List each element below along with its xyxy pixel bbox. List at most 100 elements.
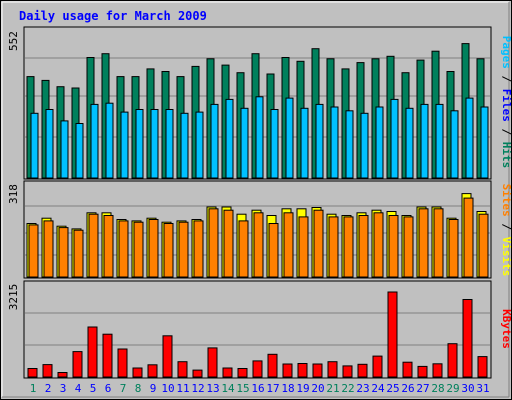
bar-kbytes (87, 326, 98, 378)
bar-pages (420, 103, 429, 179)
bar-sites (103, 215, 114, 278)
bar-sites (328, 216, 339, 278)
bar-pages (60, 120, 69, 179)
bar-kbytes (372, 355, 383, 378)
bar-pages (30, 112, 39, 179)
x-tick-label: 9 (150, 382, 157, 395)
bar-sites (223, 209, 234, 278)
bar-pages (450, 110, 459, 179)
bar-pages (195, 111, 204, 179)
x-tick-label: 24 (371, 382, 385, 395)
x-tick-label: 27 (416, 382, 429, 395)
x-tick-label: 12 (191, 382, 204, 395)
bar-sites (433, 208, 444, 278)
bar-pages (300, 107, 309, 179)
bar-pages (345, 110, 354, 179)
bar-pages (480, 106, 489, 179)
legend-files: Files (500, 89, 511, 122)
x-tick-label: 10 (161, 382, 174, 395)
x-tick-label: 4 (75, 382, 82, 395)
bar-sites (163, 223, 174, 278)
bar-kbytes (297, 363, 308, 378)
bar-kbytes (252, 360, 263, 378)
bar-sites (88, 213, 99, 278)
bar-pages (180, 112, 189, 179)
legend-sites: Sites (500, 184, 511, 217)
x-tick-label: 22 (341, 382, 354, 395)
bar-sites (73, 229, 84, 278)
bar-sites (193, 220, 204, 278)
bar-kbytes (432, 363, 443, 378)
bar-sites (343, 216, 354, 278)
x-tick-label: 14 (221, 382, 235, 395)
bar-kbytes (267, 353, 278, 378)
bar-pages (45, 109, 54, 179)
bar-kbytes (117, 348, 128, 378)
bar-pages (105, 102, 114, 179)
x-tick-label: 19 (296, 382, 309, 395)
x-tick-label: 15 (236, 382, 249, 395)
bar-sites (43, 220, 54, 278)
chart-title: Daily usage for March 2009 (19, 9, 207, 23)
x-tick-label: 20 (311, 382, 324, 395)
bar-kbytes (282, 363, 293, 378)
bar-sites (478, 213, 489, 278)
x-axis-labels: 1 2 3 4 5 6 7 8 9 10 11 12 13 14 15 16 17 18 19 20 21 22 23 24 2… (30, 382, 490, 395)
x-tick-label: 25 (386, 382, 399, 395)
bar-sites (58, 227, 69, 278)
bar-pages (240, 107, 249, 179)
bar-kbytes (237, 368, 248, 378)
x-tick-label: 16 (251, 382, 264, 395)
bar-pages (435, 103, 444, 179)
bar-kbytes (192, 369, 203, 378)
x-tick-label: 21 (326, 382, 339, 395)
x-tick-label: 13 (206, 382, 219, 395)
x-tick-label: 5 (90, 382, 97, 395)
bar-pages (135, 109, 144, 179)
bar-sites (268, 223, 279, 278)
bar-kbytes (162, 335, 173, 378)
bar-pages (75, 123, 84, 179)
bar-sites (358, 215, 369, 278)
bar-kbytes (222, 367, 233, 378)
bar-kbytes (357, 363, 368, 378)
bars (26, 43, 489, 378)
bar-pages (315, 103, 324, 179)
bar-kbytes (417, 365, 428, 378)
legend-visits-sites: Sites / Visits (500, 184, 511, 277)
x-tick-label: 29 (446, 382, 459, 395)
bar-kbytes (312, 363, 323, 378)
bar-sites (283, 212, 294, 278)
x-tick-label: 6 (105, 382, 112, 395)
x-tick-label: 17 (266, 382, 279, 395)
bar-kbytes (42, 364, 53, 378)
x-tick-label: 3 (60, 382, 67, 395)
bar-sites (148, 219, 159, 278)
bar-kbytes (132, 367, 143, 378)
bar-kbytes (342, 365, 353, 378)
legend-visits: Visits (500, 237, 511, 277)
bar-sites (118, 220, 129, 278)
bar-sites (133, 221, 144, 278)
bar-kbytes (72, 351, 83, 378)
y-max-label-visits: 318 (7, 184, 20, 204)
bar-pages (210, 103, 219, 179)
bar-kbytes (402, 361, 413, 378)
bar-pages (285, 97, 294, 179)
bar-kbytes (177, 361, 188, 378)
bar-sites (253, 212, 264, 278)
legend-hits-files-pages: Pages / Files / Hits (500, 36, 511, 169)
bar-pages (375, 106, 384, 179)
x-tick-label: 23 (356, 382, 369, 395)
x-tick-label: 31 (476, 382, 489, 395)
x-tick-label: 18 (281, 382, 294, 395)
bar-sites (313, 209, 324, 278)
bar-pages (255, 96, 264, 179)
bar-kbytes (462, 299, 473, 378)
x-tick-label: 28 (431, 382, 444, 395)
x-tick-label: 26 (401, 382, 414, 395)
bar-sites (388, 215, 399, 278)
bar-sites (463, 197, 474, 278)
bar-sites (178, 221, 189, 278)
x-tick-label: 30 (461, 382, 474, 395)
